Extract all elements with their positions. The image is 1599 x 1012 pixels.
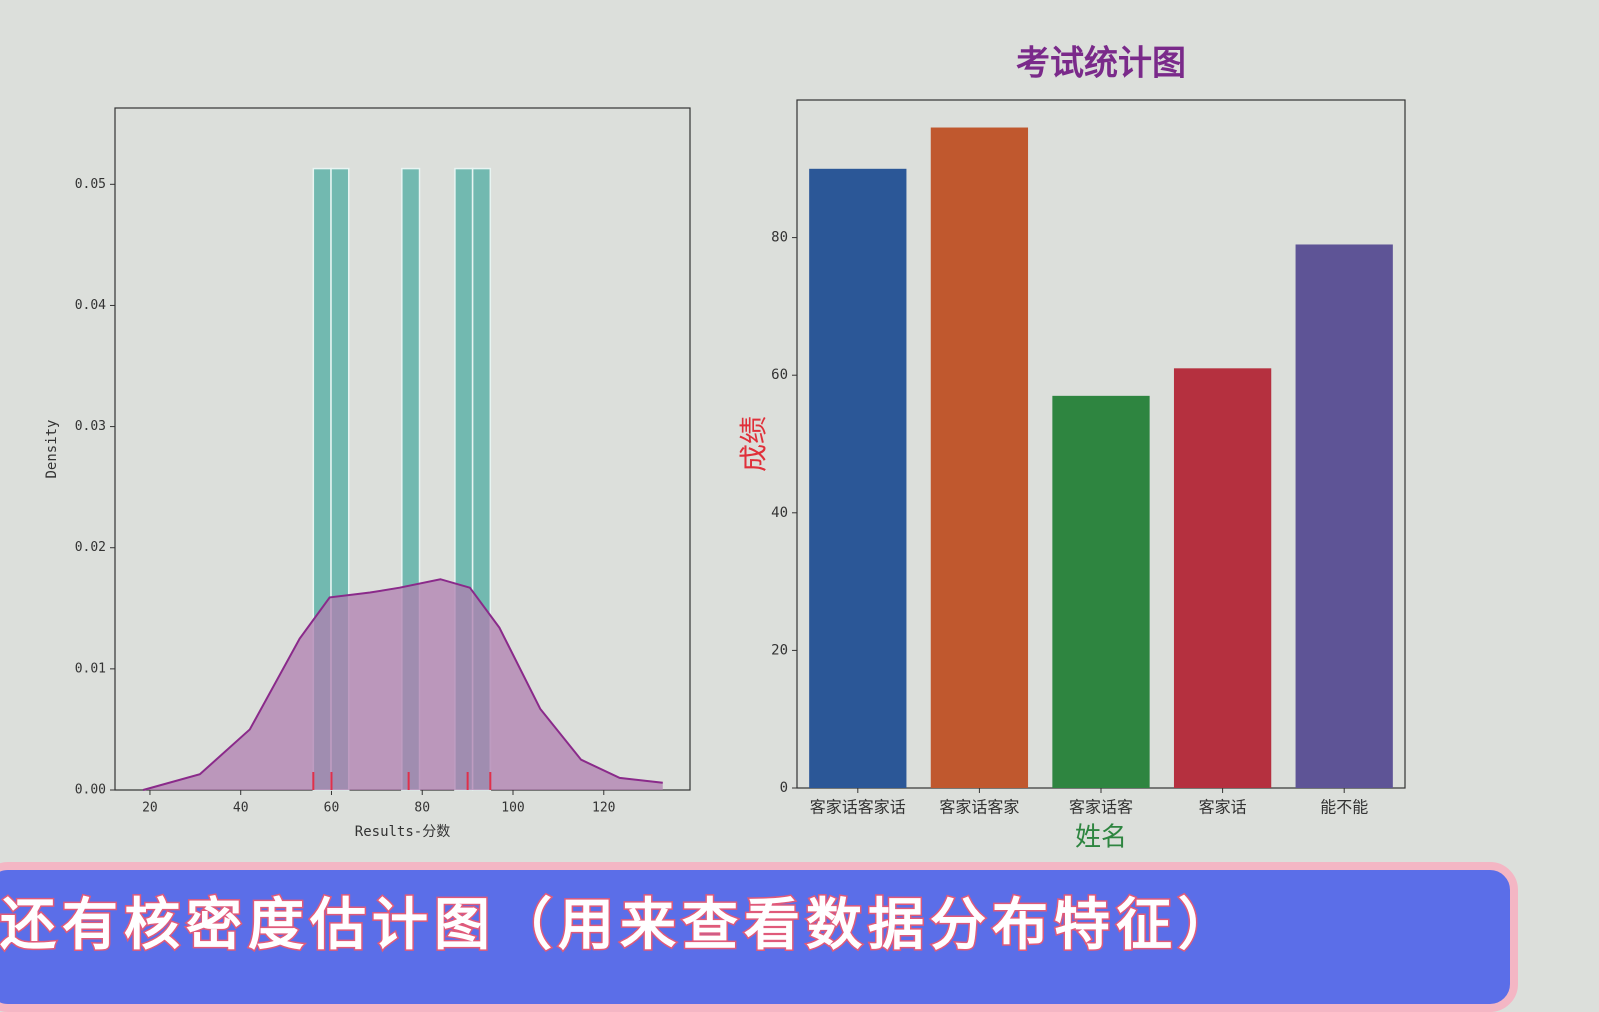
y-axis-label: 成绩 [737, 416, 770, 472]
x-tick-label: 120 [592, 801, 615, 816]
kde-line [142, 578, 663, 791]
x-tick-label: 客家话客家话 [810, 798, 906, 817]
charts: 0.00 0.01 0.02 0.03 0.04 0.05 20 40 60 80 100 120 Re… [44, 44, 1406, 853]
y-axis-label: Density [44, 419, 60, 478]
x-axis-label: Results-分数 [355, 824, 450, 840]
y-tick-label: 0.02 [75, 540, 106, 555]
x-tick-label: 40 [233, 801, 249, 816]
y-tick-label: 0 [780, 780, 788, 796]
chart-title: 考试统计图 [1016, 44, 1186, 84]
y-tick-label: 40 [771, 505, 788, 521]
y-tick-label: 60 [771, 367, 788, 383]
bar [809, 168, 907, 789]
y-tick-label: 0.01 [75, 661, 106, 676]
y-tick-label: 0.03 [75, 419, 106, 434]
y-tick-label: 0.05 [75, 177, 106, 192]
caption: 还有核密度估计图（用来查看数据分布特征） [0, 892, 1240, 960]
y-tick-label: 20 [771, 642, 788, 658]
x-tick-label: 60 [324, 801, 340, 816]
bar [930, 127, 1029, 788]
x-tick-label: 客家话客家 [939, 798, 1019, 817]
y-tick-label: 80 [771, 230, 788, 246]
y-tick-label: 0.00 [75, 783, 106, 798]
x-tick-label: 能不能 [1320, 798, 1368, 817]
x-tick-label: 客家话 [1199, 798, 1247, 817]
bar [1295, 244, 1393, 789]
bar [1052, 395, 1150, 788]
y-tick-label: 0.04 [75, 298, 106, 313]
x-tick-label: 客家话客 [1069, 798, 1133, 817]
x-tick-label: 80 [414, 801, 430, 816]
bar [1173, 368, 1272, 788]
x-tick-label: 100 [501, 801, 524, 816]
kde-fill [143, 579, 663, 790]
x-axis-label: 姓名 [1075, 823, 1127, 853]
x-tick-label: 20 [142, 801, 158, 816]
